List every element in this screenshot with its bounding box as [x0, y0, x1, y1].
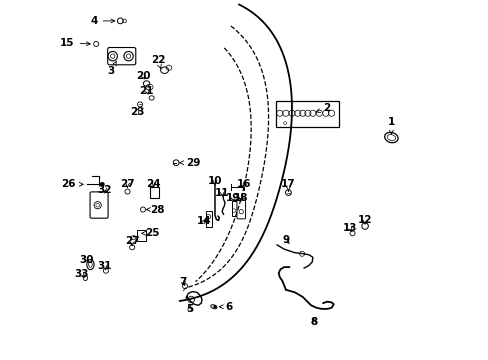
Bar: [205, 211, 212, 227]
Circle shape: [100, 182, 104, 186]
Bar: [136, 230, 145, 241]
Text: 16: 16: [237, 179, 251, 189]
Text: 2: 2: [316, 103, 329, 113]
Text: 5: 5: [186, 304, 193, 314]
Text: 27: 27: [124, 236, 139, 246]
Text: 3: 3: [107, 61, 116, 76]
Text: 24: 24: [146, 179, 161, 189]
Text: 22: 22: [150, 55, 165, 68]
Text: 11: 11: [215, 188, 229, 198]
Text: 7: 7: [179, 276, 186, 287]
Text: 21: 21: [139, 86, 154, 96]
Text: 20: 20: [136, 71, 150, 81]
Text: 8: 8: [309, 317, 317, 327]
Bar: [231, 201, 236, 216]
Text: 14: 14: [197, 216, 211, 226]
Text: 1: 1: [387, 117, 394, 134]
Text: 27: 27: [120, 179, 135, 189]
Text: 30: 30: [80, 255, 94, 265]
Text: 17: 17: [281, 179, 295, 192]
Text: 26: 26: [61, 179, 83, 189]
Text: 13: 13: [342, 222, 356, 233]
Bar: [150, 187, 159, 198]
FancyBboxPatch shape: [90, 192, 108, 218]
Text: 9: 9: [282, 235, 289, 246]
Text: 25: 25: [142, 228, 160, 238]
Circle shape: [213, 305, 216, 308]
Bar: [276, 101, 339, 127]
Text: 6: 6: [219, 302, 233, 312]
Text: 31: 31: [98, 261, 112, 271]
Text: 32: 32: [98, 185, 112, 195]
Text: 12: 12: [357, 215, 371, 225]
Text: 10: 10: [207, 176, 222, 186]
Text: 29: 29: [180, 158, 200, 168]
Text: 23: 23: [130, 107, 144, 117]
Text: 15: 15: [60, 38, 90, 48]
Text: 33: 33: [74, 269, 89, 279]
FancyBboxPatch shape: [107, 48, 136, 65]
Text: 19: 19: [225, 193, 240, 203]
FancyBboxPatch shape: [237, 199, 245, 219]
Text: 4: 4: [90, 16, 115, 26]
Text: 28: 28: [146, 204, 164, 215]
Text: 18: 18: [233, 193, 247, 203]
